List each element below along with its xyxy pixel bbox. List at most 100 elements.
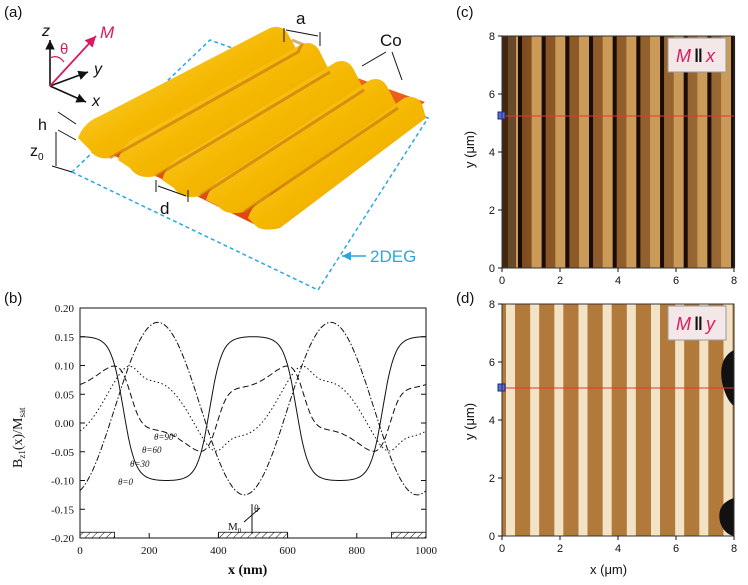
edge-artifact — [719, 350, 734, 536]
stripe-dark — [589, 36, 594, 268]
x-tick-label: 200 — [141, 545, 158, 557]
plot-frame — [79, 307, 427, 539]
annotation-theta-0: θ=0 — [118, 477, 133, 487]
y-tick-label: 4 — [489, 415, 495, 427]
x-tick-label: 4 — [615, 543, 621, 555]
magnet-strip — [217, 531, 288, 539]
axis-x-label: x — [91, 93, 101, 110]
dim-z0-label: z0 — [30, 143, 44, 163]
stripe-light — [555, 36, 566, 268]
stripe-light — [602, 304, 612, 536]
stripe-light — [530, 304, 540, 536]
y-tick-label: -0.05 — [51, 447, 74, 459]
orientation-tag — [667, 305, 727, 341]
orientation-tag-text: M ‖ y — [676, 314, 716, 334]
afm-image-c: 8 6 4 2 00 2 4 6 8 y (μm) M ‖ x — [462, 31, 737, 287]
stripe-dark — [565, 36, 570, 268]
co-ridge-2 — [118, 43, 330, 177]
magnet-theta-label: θ — [254, 504, 259, 515]
stripe-dark — [707, 36, 712, 268]
stripe-light — [723, 304, 733, 536]
co-ridge-1 — [78, 26, 298, 159]
panel-d-label: (d) — [456, 290, 475, 307]
y-tick-label: 8 — [489, 31, 495, 43]
dim-a-label: a — [296, 9, 306, 28]
x-tick-label: 6 — [673, 275, 679, 287]
panel-b-label: (b) — [4, 290, 23, 307]
x-tick-label: 0 — [499, 543, 505, 555]
x-tick-label: 800 — [349, 545, 366, 557]
stripe-light — [650, 36, 661, 268]
stripe-light — [506, 304, 515, 536]
image-area — [502, 304, 734, 536]
co-label: Co — [380, 31, 402, 50]
stripe-dark — [518, 36, 522, 268]
grating-illustration: z y x θ M a Co h z0 d 2DEG — [30, 9, 430, 291]
stripe-light — [554, 304, 564, 536]
stripe-dark — [683, 36, 688, 268]
co-ridge-4 — [206, 79, 398, 214]
stripe-light — [602, 36, 613, 268]
magnet-m0-label: M0 — [228, 521, 242, 535]
y-tick-label: 0.00 — [55, 418, 75, 430]
series-line-1 — [79, 365, 427, 452]
y-tick-label: 6 — [489, 89, 495, 101]
x-tick-label: 0 — [77, 545, 83, 557]
gas-label: 2DEG — [370, 247, 416, 266]
y-tick-label: 2 — [489, 473, 495, 485]
axis-y-label: y — [93, 61, 103, 78]
series-line-2 — [79, 365, 427, 452]
stripe-light — [531, 36, 542, 268]
stripe-light — [699, 304, 709, 536]
magnet-strip — [390, 531, 427, 539]
y-tick-label: 0.20 — [55, 303, 75, 315]
stripe-dark — [731, 36, 736, 268]
co-ridge-3 — [162, 61, 364, 197]
y-tick-label: 0.15 — [55, 332, 75, 344]
afm-image-d: 8 6 4 2 00 2 4 6 8 y (μm) x (μm) M ‖ y — [462, 299, 737, 577]
y-tick-label: -0.10 — [51, 476, 74, 488]
x-tick-label: 8 — [731, 543, 737, 555]
x-tick-label: 6 — [673, 543, 679, 555]
y-tick-label: 2 — [489, 205, 495, 217]
series-line-0 — [80, 336, 426, 481]
magnet-strip — [79, 531, 115, 539]
co-ridge-5 — [248, 96, 426, 230]
stripe-light — [578, 304, 588, 536]
panel-c-label: (c) — [456, 4, 474, 21]
stripe-light — [626, 304, 636, 536]
stripe-pattern — [502, 36, 736, 268]
annotation-theta-90: θ=90° — [154, 432, 177, 442]
stripe-dark — [541, 36, 546, 268]
stripe-light — [721, 36, 732, 268]
stripe-light — [675, 304, 685, 536]
stripe-light — [673, 36, 684, 268]
panel-b: (b) 0.20 0.15 0.10 0.05 0.00 -0.05 -0.10 -0.15 -… — [0, 290, 450, 580]
x-tick-label: 600 — [279, 545, 296, 557]
y-tick-label: -0.15 — [51, 504, 74, 516]
co-ridges — [78, 26, 426, 230]
x-tick-label: 4 — [615, 275, 621, 287]
x-tick-label: 0 — [499, 275, 505, 287]
orientation-tag-text: M ‖ x — [676, 46, 716, 66]
x-tick-label: 1000 — [415, 545, 438, 557]
coordinate-frame — [45, 35, 97, 103]
y-tick-label: 0 — [489, 263, 495, 275]
y-axis-label: y (μm) — [462, 131, 477, 168]
orientation-tag — [667, 37, 727, 73]
y-axis-label: Bz1(x)/Msat — [11, 407, 27, 468]
y-tick-label: 6 — [489, 357, 495, 369]
x-tick-label: 400 — [210, 545, 227, 557]
stripe-pattern — [506, 304, 733, 536]
y-tick-label: -0.20 — [51, 533, 74, 545]
y-tick-label: 0.05 — [55, 389, 75, 401]
y-axis-label: y (μm) — [462, 403, 477, 440]
stripe-light — [579, 36, 590, 268]
annotation-theta-30: θ=30 — [130, 459, 150, 469]
x-tick-label: 2 — [557, 275, 563, 287]
theta-label: θ — [60, 41, 68, 58]
stripe-light — [626, 36, 637, 268]
x-tick-label: 8 — [731, 275, 737, 287]
